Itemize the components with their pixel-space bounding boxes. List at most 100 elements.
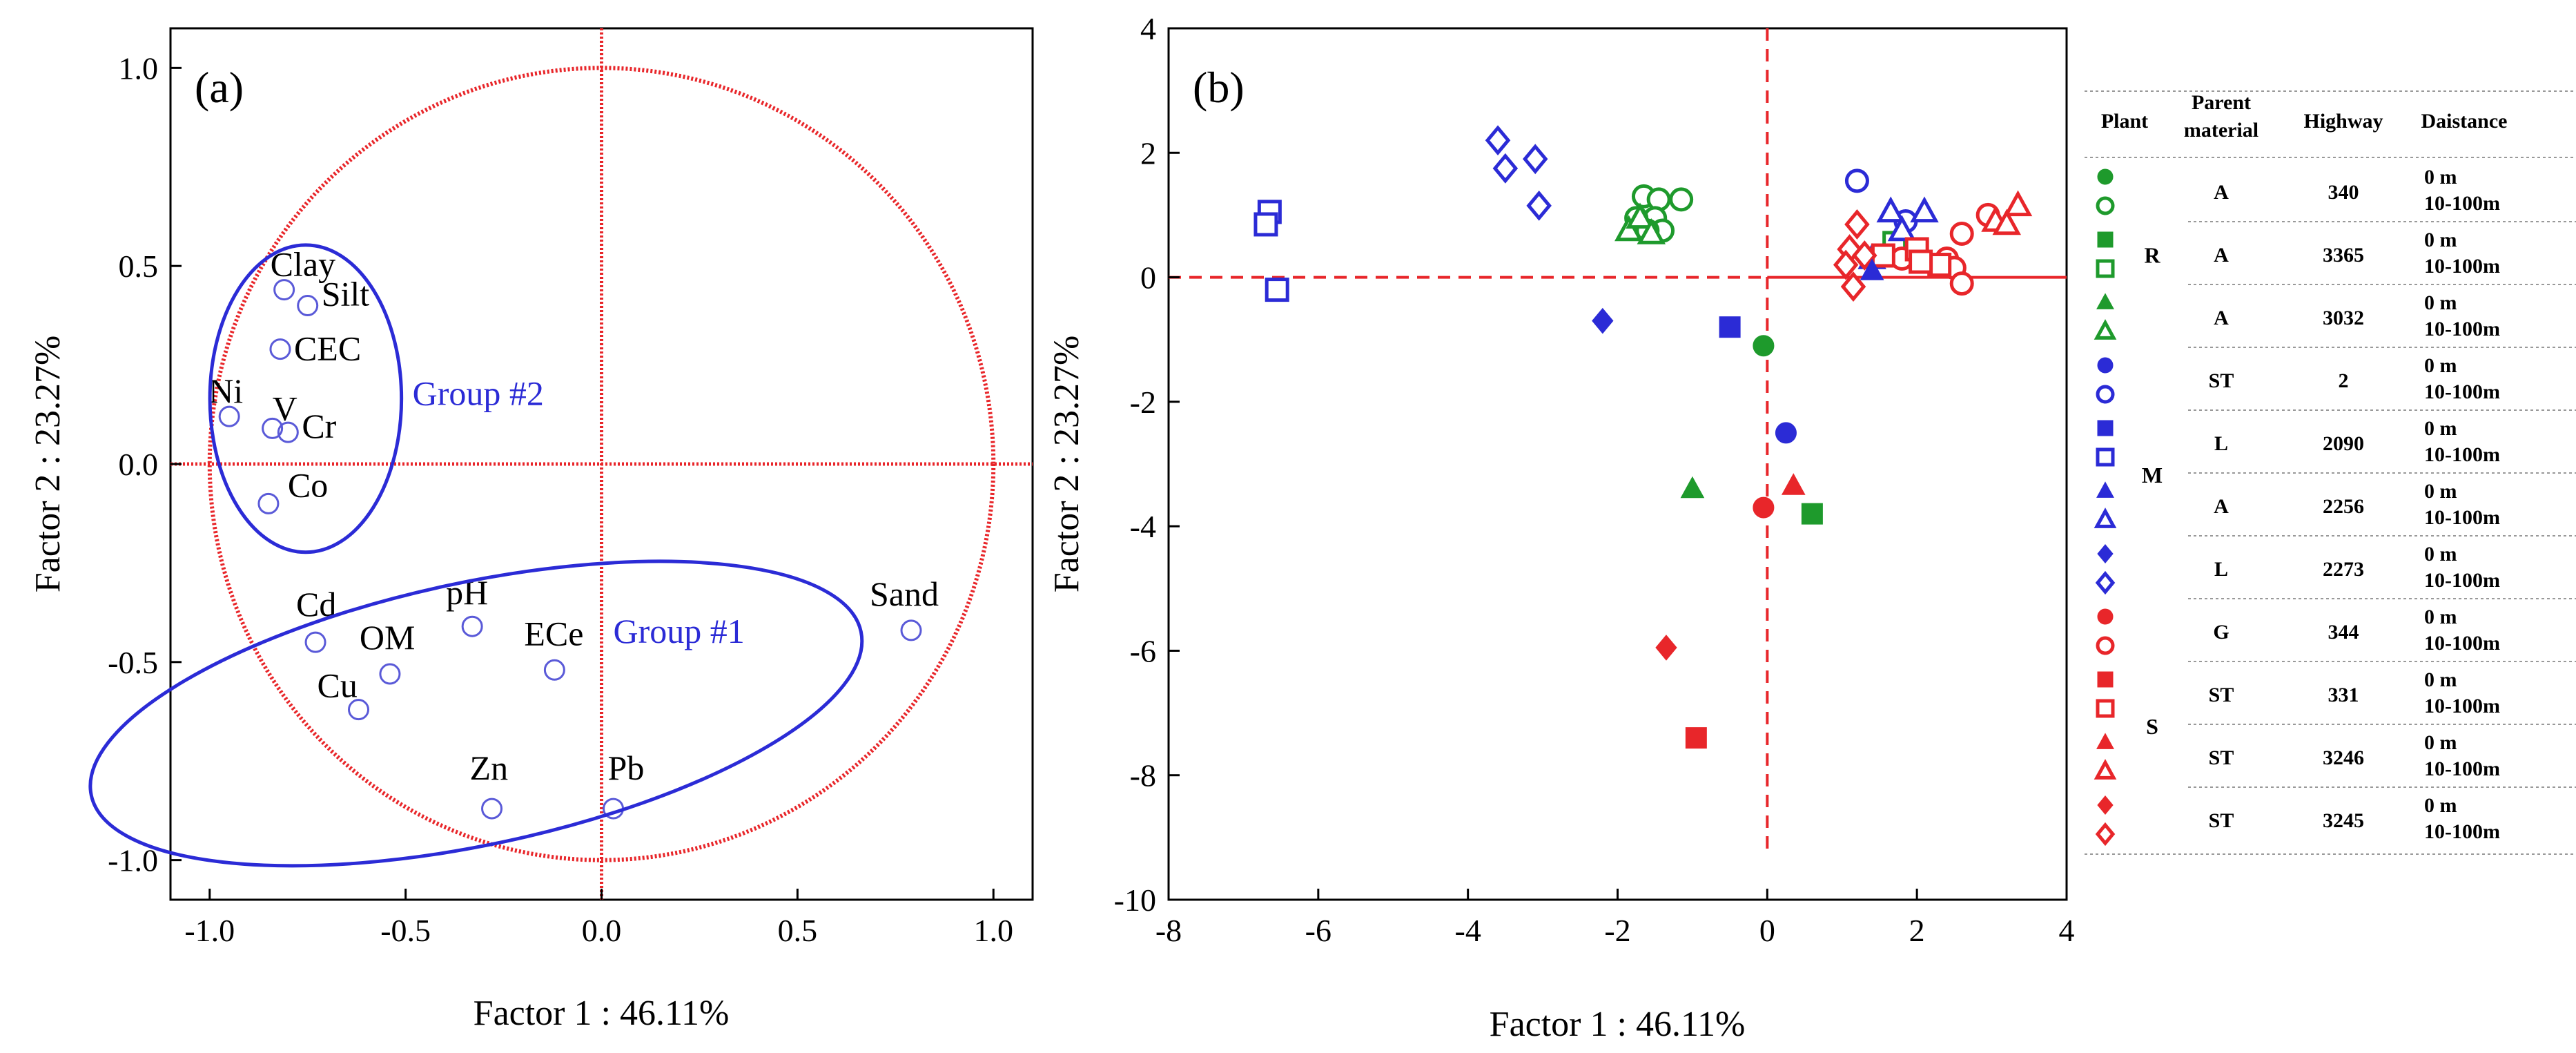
legend-marker-0m: [2096, 733, 2114, 749]
group-2-label: Group #2: [413, 374, 544, 413]
panel-a-decorations: [170, 28, 1033, 900]
loading-point-label: Pb: [608, 748, 645, 787]
panel-b-x-tick-label: -4: [1455, 913, 1481, 948]
group-1-label: Group #1: [614, 612, 745, 650]
group-1-ellipse: [88, 559, 864, 868]
loading-point: [262, 417, 284, 439]
score-point-triangle: [1887, 215, 1917, 242]
score-point-triangle: [1614, 215, 1643, 242]
loading-point-label: Silt: [322, 275, 370, 313]
legend-marker-0m: [2097, 608, 2114, 625]
panel-b-x-tick-label: -6: [1305, 913, 1331, 948]
legend-marker-0m: [2096, 481, 2114, 498]
panel-a-x-tick-label: 0.5: [778, 913, 818, 948]
legend-distance-0m: 0 m: [2424, 417, 2457, 440]
panel-a-x-ticks: -1.0 -0.5 0.0 0.5 1.0: [184, 889, 1013, 948]
legend-marker-0m: [2097, 420, 2114, 436]
loading-point: [461, 615, 483, 637]
legend-marker-10-100m: [2096, 636, 2115, 655]
panel-a-x-axis-label: Factor 1 : 46.11%: [474, 994, 730, 1033]
score-point-diamond: [1655, 635, 1677, 661]
legend-distance-10-100m: 10-100m: [2424, 632, 2500, 655]
loading-point-label: CEC: [294, 329, 361, 368]
legend-parent-material: G: [2213, 621, 2229, 644]
group-2-ellipse: [208, 243, 404, 554]
legend-highway: 344: [2328, 621, 2359, 644]
legend-parent-material: ST: [2209, 684, 2234, 706]
legend-distance-0m: 0 m: [2424, 229, 2457, 251]
legend-distance-10-100m: 10-100m: [2424, 192, 2500, 215]
loading-point: [218, 405, 240, 427]
score-point-diamond: [1522, 144, 1548, 175]
panel-b-y-tick-label: -4: [1130, 509, 1156, 544]
panel-b-y-tick-label: -6: [1130, 633, 1156, 668]
score-point-diamond: [1492, 153, 1519, 184]
legend-marker-0m: [2097, 231, 2114, 248]
panel-a-y-tick-label: -1.0: [108, 843, 158, 878]
score-point-diamond: [1485, 125, 1511, 156]
legend-marker-10-100m: [2095, 822, 2116, 847]
panel-a-x-tick-label: -0.5: [380, 913, 431, 948]
loading-point: [900, 619, 922, 641]
score-point-triangle: [1626, 202, 1655, 229]
loading-point: [481, 798, 503, 820]
panel-a-y-tick-label: 1.0: [119, 50, 159, 86]
panel-a-y-axis-label: Factor 2 : 23.27%: [28, 336, 68, 593]
panel-a-loadings-plot: -1.0 -0.5 0.0 0.5 1.0 -1.0-0.50.00.51.0 Clay…: [28, 27, 1034, 1033]
score-point-square: [1253, 212, 1278, 237]
legend-distance-0m: 0 m: [2424, 794, 2457, 817]
panel-b-y-tick-label: -8: [1130, 758, 1156, 793]
loading-point-label: ECe: [524, 614, 583, 653]
unit-circle: [207, 66, 996, 862]
loading-point: [304, 631, 326, 653]
loading-point-label: Ni: [208, 371, 243, 410]
score-point-circle: [1775, 422, 1797, 444]
panel-b-x-ticks: -8 -6 -4 -2 0 2 4: [1155, 889, 2075, 948]
legend-parent-material: ST: [2209, 746, 2234, 769]
legend-rows: A 340 0 m 10-100m A 3365 0 m 10-100m A 3032 0 m 10-…: [2094, 166, 2576, 847]
legend-plant-label: S: [2146, 714, 2158, 739]
panel-b-label: (b): [1193, 63, 1245, 112]
legend-parent-material: L: [2214, 432, 2228, 455]
legend-parent-material: A: [2214, 181, 2229, 204]
panel-b-x-tick-label: -2: [1604, 913, 1630, 948]
panel-a-groups: Group #2 Group #1: [88, 243, 864, 868]
panel-b-x-tick-label: -8: [1155, 913, 1182, 948]
loading-point-label: OM: [360, 618, 416, 657]
score-point-square: [1801, 503, 1823, 525]
legend-distance-10-100m: 10-100m: [2424, 443, 2500, 466]
legend-marker-10-100m: [2094, 319, 2117, 340]
loading-point: [273, 279, 295, 301]
score-point-square: [1719, 316, 1741, 338]
legend-marker-10-100m: [2094, 508, 2117, 528]
loading-point-label: V: [273, 389, 297, 427]
panel-b-y-tick-label: 2: [1140, 135, 1156, 171]
panel-b-x-tick-label: 2: [1909, 913, 1925, 948]
score-point-circle: [1669, 187, 1694, 212]
legend-parent-material: A: [2214, 495, 2229, 518]
legend-parent-material: A: [2214, 307, 2229, 329]
panel-b-y-tick-label: -10: [1114, 882, 1156, 918]
score-point-triangle: [1637, 218, 1666, 244]
panel-a-y-tick-label: 0.5: [119, 249, 159, 284]
legend-header-plant: Plant: [2101, 110, 2148, 133]
legend-marker-10-100m: [2095, 570, 2116, 595]
legend-marker-0m: [2096, 293, 2114, 309]
legend-distance-10-100m: 10-100m: [2424, 820, 2500, 843]
panel-a-x-tick-label: 0.0: [582, 913, 622, 948]
legend-parent-material: ST: [2209, 809, 2234, 832]
legend-marker-0m: [2097, 671, 2114, 688]
panel-a-x-tick-label: 1.0: [973, 913, 1013, 948]
panel-a-y-tick-label: -0.5: [108, 645, 158, 680]
score-point-circle: [1753, 335, 1775, 357]
legend-header-parent-material-1: Parent: [2192, 91, 2251, 114]
score-point-triangle: [1910, 196, 1939, 223]
legend-highway: 2090: [2323, 432, 2364, 455]
score-point-triangle: [1781, 473, 1806, 495]
legend-distance-10-100m: 10-100m: [2424, 695, 2500, 717]
panel-a-y-ticks: -1.0 -0.5 0.0 0.5 1.0: [108, 50, 182, 878]
score-point-circle: [1844, 168, 1869, 193]
panel-b-y-ticks: -10 -8 -6 -4 -2 0 2 4: [1114, 11, 1180, 918]
legend-distance-0m: 0 m: [2424, 606, 2457, 628]
